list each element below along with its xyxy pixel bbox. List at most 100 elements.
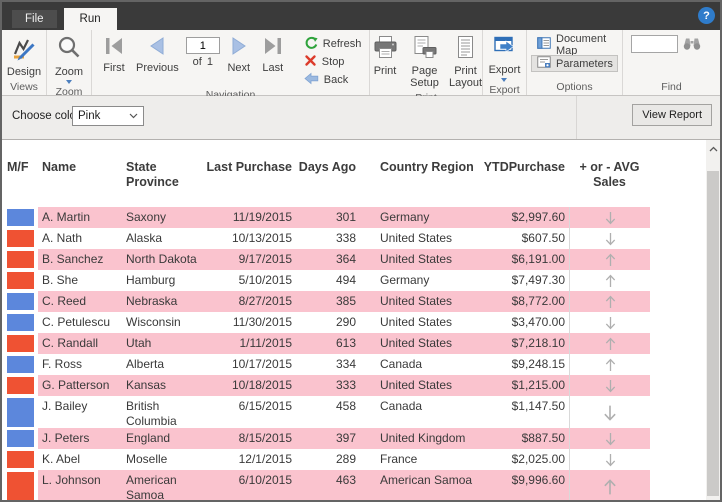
group-label-find: Find — [661, 81, 682, 93]
days-ago-cell: 463 — [292, 470, 356, 500]
parameters-toggle[interactable]: Parameters — [531, 55, 618, 72]
country-region-cell: Germany — [356, 207, 476, 228]
country-region-cell: Germany — [380, 273, 430, 287]
design-button[interactable]: Design — [2, 33, 46, 80]
gender-indicator — [7, 314, 34, 331]
trend-arrow-icon — [605, 337, 615, 350]
design-label: Design — [6, 65, 42, 78]
group-navigation: First Previous of1 — [92, 30, 370, 101]
stop-icon — [304, 54, 317, 70]
print-layout-button[interactable]: Print Layout — [446, 33, 486, 92]
days-ago-cell: 301 — [292, 207, 356, 228]
gender-cell — [2, 291, 38, 312]
gender-indicator — [7, 293, 34, 310]
group-label-zoom: Zoom — [55, 86, 83, 99]
state-province-cell: England — [124, 428, 206, 449]
trend-cell — [569, 470, 650, 500]
first-page-button[interactable]: First — [97, 33, 131, 76]
design-icon — [11, 35, 37, 65]
tab-run[interactable]: Run — [63, 8, 117, 30]
zoom-button[interactable]: Zoom — [50, 33, 88, 86]
page-setup-button[interactable]: Page Setup — [406, 33, 444, 92]
tab-file[interactable]: File — [12, 10, 57, 28]
trend-cell — [569, 249, 650, 270]
gender-indicator — [7, 377, 34, 394]
report-rows: A. Martin Saxony 11/19/2015 301 Germany … — [2, 207, 720, 500]
vertical-scrollbar[interactable] — [706, 140, 720, 500]
header-ytd-purchase: YTDPurchase — [483, 160, 565, 174]
country-region-cell: United States — [356, 375, 476, 396]
state-province-cell: British Columbia — [126, 399, 177, 428]
gender-indicator — [7, 335, 34, 352]
ytd-purchase-cell: $2,025.00 — [511, 452, 565, 466]
name-cell: G. Patterson — [38, 375, 124, 396]
refresh-icon — [304, 36, 318, 53]
next-page-icon — [227, 35, 251, 61]
ytd-purchase-cell: $9,248.15 — [511, 357, 565, 371]
group-print: Print Page Setup Print Layout Print — [367, 30, 486, 104]
country-region-cell: United States — [380, 231, 453, 245]
gender-indicator — [7, 356, 34, 373]
page-setup-label: Page Setup — [410, 64, 439, 90]
help-icon[interactable]: ? — [698, 7, 715, 24]
name-cell: L. Johnson — [38, 470, 124, 500]
gender-indicator — [7, 472, 34, 500]
last-page-button[interactable]: Last — [256, 33, 290, 76]
header-days-ago: Days Ago — [298, 160, 356, 174]
state-province-cell: Nebraska — [124, 291, 206, 312]
trend-cell — [569, 428, 650, 449]
days-ago-cell: 333 — [292, 375, 356, 396]
document-map-toggle[interactable]: Document Map — [531, 33, 618, 57]
group-zoom: Zoom Zoom — [47, 30, 92, 98]
table-row: K. Abel Moselle 12/1/2015 289 France $2,… — [2, 449, 720, 470]
trend-cell — [569, 354, 650, 375]
view-report-button[interactable]: View Report — [632, 104, 712, 126]
previous-page-icon — [145, 35, 169, 61]
previous-label: Previous — [136, 61, 179, 74]
page-number-input[interactable] — [185, 37, 220, 54]
name-cell: J. Peters — [38, 428, 124, 449]
gender-cell — [2, 470, 38, 500]
header-avg-sales: + or - AVG Sales — [579, 160, 640, 189]
group-label-export: Export — [489, 84, 520, 97]
print-button[interactable]: Print — [367, 33, 404, 79]
group-options: Document Map Parameters Options — [527, 30, 623, 95]
export-button[interactable]: Export — [484, 33, 526, 84]
stop-button[interactable]: Stop — [300, 53, 366, 71]
scroll-up-button[interactable] — [706, 140, 720, 157]
refresh-button[interactable]: Refresh — [300, 35, 366, 53]
gender-cell — [2, 354, 38, 375]
trend-arrow-icon — [605, 453, 615, 466]
name-cell: F. Ross — [42, 357, 83, 371]
scrollbar-thumb[interactable] — [707, 171, 719, 496]
previous-page-button[interactable]: Previous — [131, 33, 184, 76]
export-label: Export — [488, 63, 521, 76]
document-map-icon — [537, 37, 551, 52]
zoom-label: Zoom — [54, 65, 84, 78]
header-name: Name — [42, 160, 77, 174]
country-region-cell: United States — [356, 249, 476, 270]
trend-cell — [569, 449, 650, 470]
table-row: C. Randall Utah 1/11/2015 613 United Sta… — [2, 333, 720, 354]
color-dropdown-value: Pink — [78, 110, 101, 122]
binoculars-icon[interactable] — [682, 35, 702, 56]
back-button[interactable]: Back — [300, 71, 366, 89]
trend-arrow-icon — [604, 405, 616, 421]
print-label: Print — [373, 64, 397, 77]
export-dropdown-icon[interactable] — [501, 78, 508, 83]
tab-bar: File Run ? — [2, 2, 720, 30]
trend-cell — [569, 270, 650, 291]
ytd-purchase-cell: $607.50 — [521, 231, 565, 245]
color-dropdown[interactable]: Pink — [72, 106, 144, 126]
back-arrow-icon — [304, 72, 319, 88]
group-find: Find — [623, 30, 720, 95]
find-input[interactable] — [631, 35, 678, 53]
next-page-button[interactable]: Next — [222, 33, 256, 76]
group-views: Design Views — [2, 30, 47, 95]
ytd-purchase-cell: $7,218.10 — [476, 333, 569, 354]
zoom-dropdown-icon[interactable] — [66, 80, 72, 85]
gender-cell — [2, 333, 38, 354]
last-purchase-cell: 9/17/2015 — [206, 249, 292, 270]
gender-indicator — [7, 430, 34, 447]
